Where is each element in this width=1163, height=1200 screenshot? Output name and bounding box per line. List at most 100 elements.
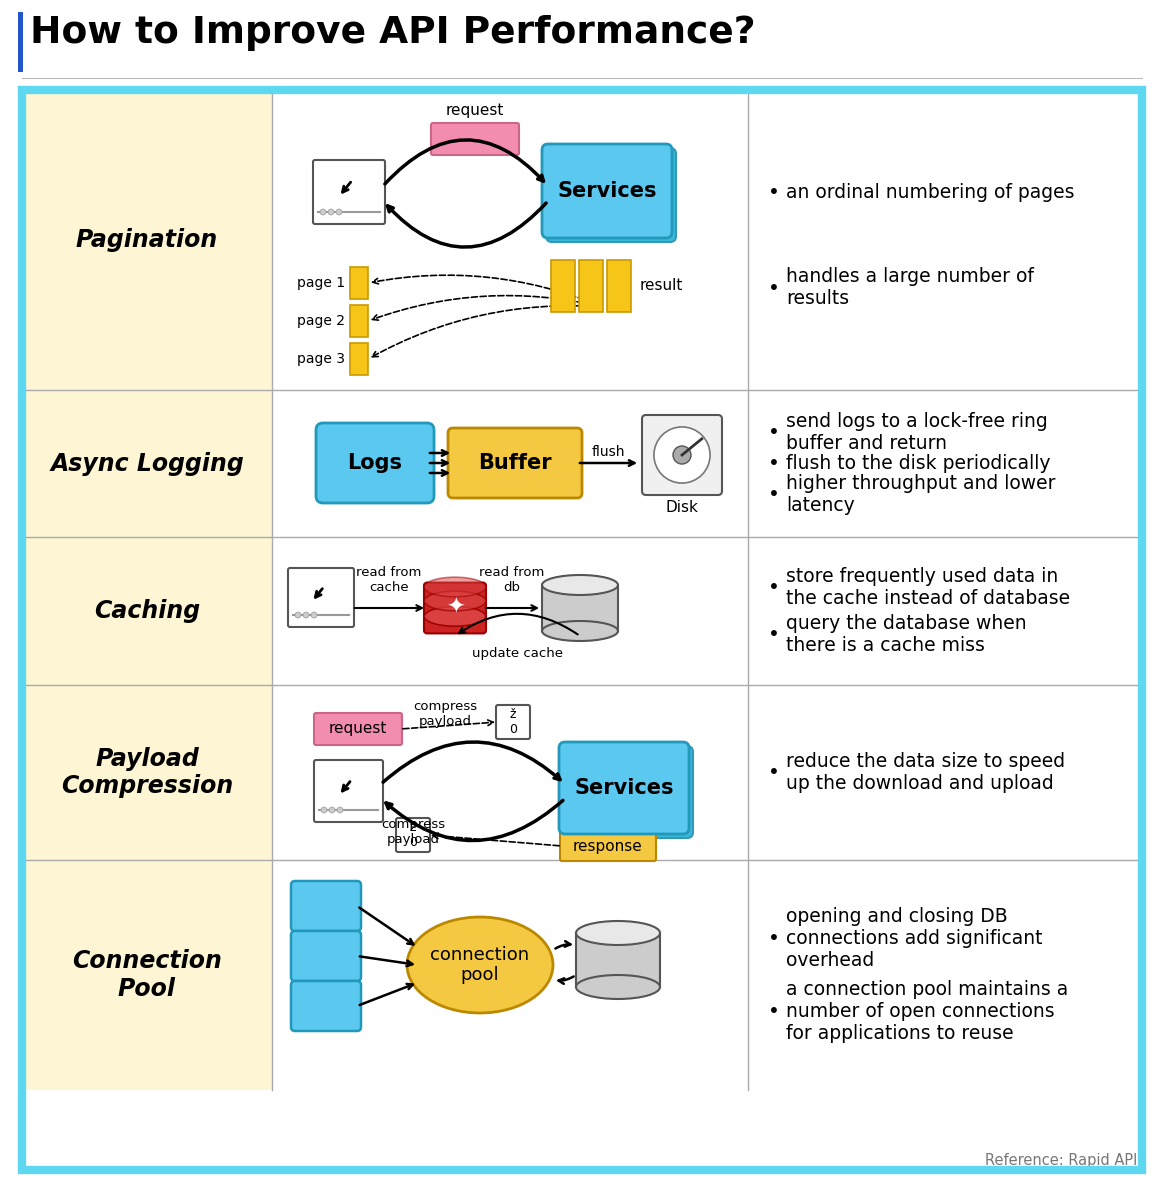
Text: response: response	[573, 839, 643, 853]
Text: •: •	[768, 578, 780, 596]
Text: query the database when
there is a cache miss: query the database when there is a cache…	[786, 614, 1027, 655]
Text: •: •	[768, 929, 780, 948]
Text: ✦: ✦	[445, 598, 464, 618]
Text: result: result	[640, 278, 684, 294]
Ellipse shape	[576, 974, 659, 998]
Text: compress
payload: compress payload	[381, 818, 445, 846]
Bar	[24, 685, 272, 860]
FancyBboxPatch shape	[563, 746, 693, 838]
Text: flush to the disk periodically: flush to the disk periodically	[786, 454, 1050, 473]
FancyBboxPatch shape	[313, 160, 385, 224]
Text: Buffer: Buffer	[478, 452, 551, 473]
Text: read from
cache: read from cache	[356, 566, 422, 594]
Text: Async Logging: Async Logging	[50, 451, 244, 475]
FancyBboxPatch shape	[291, 982, 361, 1031]
Text: Services: Services	[557, 181, 657, 200]
Bar	[17, 12, 23, 72]
FancyBboxPatch shape	[395, 818, 430, 852]
FancyBboxPatch shape	[561, 830, 656, 862]
Text: request: request	[329, 721, 387, 737]
Text: page 2: page 2	[297, 314, 345, 328]
Circle shape	[321, 806, 327, 814]
Text: ž
0: ž 0	[409, 821, 418, 850]
Text: flush: flush	[591, 445, 625, 458]
Bar	[24, 390, 272, 538]
Text: connection
pool: connection pool	[430, 946, 529, 984]
Bar	[350, 266, 368, 299]
Bar	[272, 860, 748, 1090]
Text: •: •	[768, 422, 780, 442]
Circle shape	[673, 446, 691, 464]
Bar	[24, 90, 272, 390]
Ellipse shape	[424, 592, 486, 611]
Circle shape	[337, 806, 343, 814]
Bar	[748, 860, 1139, 1090]
Circle shape	[328, 209, 334, 215]
FancyBboxPatch shape	[542, 144, 672, 238]
Bar	[350, 343, 368, 374]
Bar	[272, 390, 748, 538]
Circle shape	[311, 612, 317, 618]
Text: Payload
Compression: Payload Compression	[60, 746, 233, 798]
Text: reduce the data size to speed
up the download and upload: reduce the data size to speed up the dow…	[786, 752, 1065, 793]
Text: Logs: Logs	[348, 452, 402, 473]
Circle shape	[336, 209, 342, 215]
Text: page 1: page 1	[297, 276, 345, 290]
Ellipse shape	[576, 922, 659, 946]
FancyBboxPatch shape	[642, 415, 722, 494]
FancyBboxPatch shape	[316, 422, 434, 503]
Bar	[24, 860, 272, 1090]
Text: an ordinal numbering of pages: an ordinal numbering of pages	[786, 182, 1075, 202]
Bar	[607, 260, 632, 312]
Bar	[748, 90, 1139, 390]
Text: opening and closing DB
connections add significant
overhead: opening and closing DB connections add s…	[786, 907, 1042, 970]
FancyBboxPatch shape	[448, 428, 582, 498]
FancyBboxPatch shape	[545, 148, 676, 242]
Text: •: •	[768, 182, 780, 202]
Text: •: •	[768, 485, 780, 504]
Ellipse shape	[424, 607, 486, 626]
Text: Reference: Rapid API: Reference: Rapid API	[985, 1152, 1137, 1168]
Text: store frequently used data in
the cache instead of database: store frequently used data in the cache …	[786, 566, 1070, 608]
Ellipse shape	[542, 575, 618, 595]
Text: Disk: Disk	[665, 500, 699, 515]
Text: update cache: update cache	[471, 647, 563, 660]
Bar	[350, 305, 368, 337]
Bar	[272, 90, 748, 390]
Text: read from
db: read from db	[479, 566, 544, 594]
Bar	[748, 538, 1139, 685]
Text: •: •	[768, 763, 780, 782]
Text: •: •	[768, 454, 780, 473]
Bar	[576, 934, 659, 986]
Text: •: •	[768, 625, 780, 644]
Text: •: •	[768, 1002, 780, 1021]
Text: Pagination: Pagination	[76, 228, 219, 252]
Bar	[272, 538, 748, 685]
Circle shape	[654, 427, 711, 484]
Circle shape	[304, 612, 309, 618]
Ellipse shape	[542, 622, 618, 641]
Ellipse shape	[407, 917, 552, 1013]
Text: request: request	[445, 103, 505, 119]
Text: send logs to a lock-free ring
buffer and return: send logs to a lock-free ring buffer and…	[786, 412, 1048, 452]
Bar	[542, 584, 618, 631]
Text: Services: Services	[575, 778, 673, 798]
Bar	[272, 685, 748, 860]
Bar	[748, 685, 1139, 860]
FancyBboxPatch shape	[495, 704, 530, 739]
Bar	[551, 260, 575, 312]
Text: Connection
Pool: Connection Pool	[72, 949, 222, 1001]
FancyBboxPatch shape	[291, 881, 361, 931]
Text: page 3: page 3	[297, 352, 345, 366]
Text: •: •	[768, 278, 780, 298]
Text: a connection pool maintains a
number of open connections
for applications to reu: a connection pool maintains a number of …	[786, 980, 1069, 1043]
FancyBboxPatch shape	[288, 568, 354, 626]
Text: ž
0: ž 0	[509, 708, 518, 736]
Text: Caching: Caching	[94, 599, 200, 623]
FancyBboxPatch shape	[431, 122, 519, 155]
Text: handles a large number of
results: handles a large number of results	[786, 268, 1034, 308]
Bar	[748, 390, 1139, 538]
FancyBboxPatch shape	[314, 760, 383, 822]
Text: higher throughput and lower
latency: higher throughput and lower latency	[786, 474, 1056, 515]
Bar	[24, 90, 1139, 104]
